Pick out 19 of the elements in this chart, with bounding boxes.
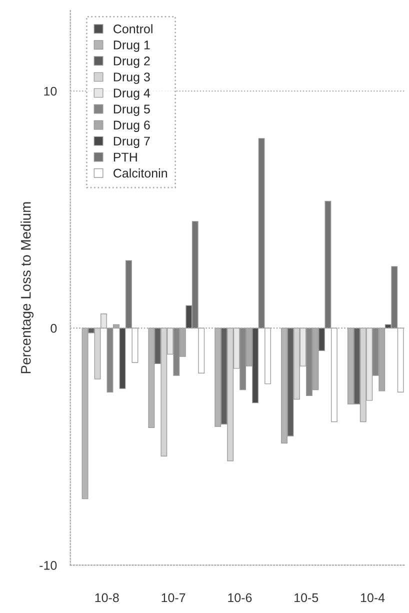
x-tick-label: 10-4 (360, 593, 385, 602)
y-axis-title: Percentage Loss to Medium (20, 202, 34, 374)
legend-label: Drug 1 (114, 40, 150, 52)
legend-label: Drug 5 (114, 104, 150, 116)
legend-label: Drug 6 (114, 120, 150, 132)
x-tick-label: 10-7 (162, 593, 186, 602)
y-tick-label: 10 (44, 86, 57, 96)
legend-label: Drug 4 (114, 88, 150, 100)
legend-label: Drug 3 (114, 72, 150, 84)
legend-label: PTH (114, 152, 137, 162)
x-tick-label: 10-6 (228, 593, 252, 602)
y-tick-label: -10 (40, 560, 57, 570)
legend-label: Calcitonin (114, 168, 167, 178)
y-tick-label: 0 (50, 324, 57, 333)
legend-label: Drug 7 (114, 136, 150, 148)
x-tick-label: 10-5 (294, 593, 318, 602)
legend-label: Drug 2 (114, 56, 150, 68)
x-tick-label: 10-8 (95, 593, 119, 602)
legend-label: Control (114, 24, 152, 34)
